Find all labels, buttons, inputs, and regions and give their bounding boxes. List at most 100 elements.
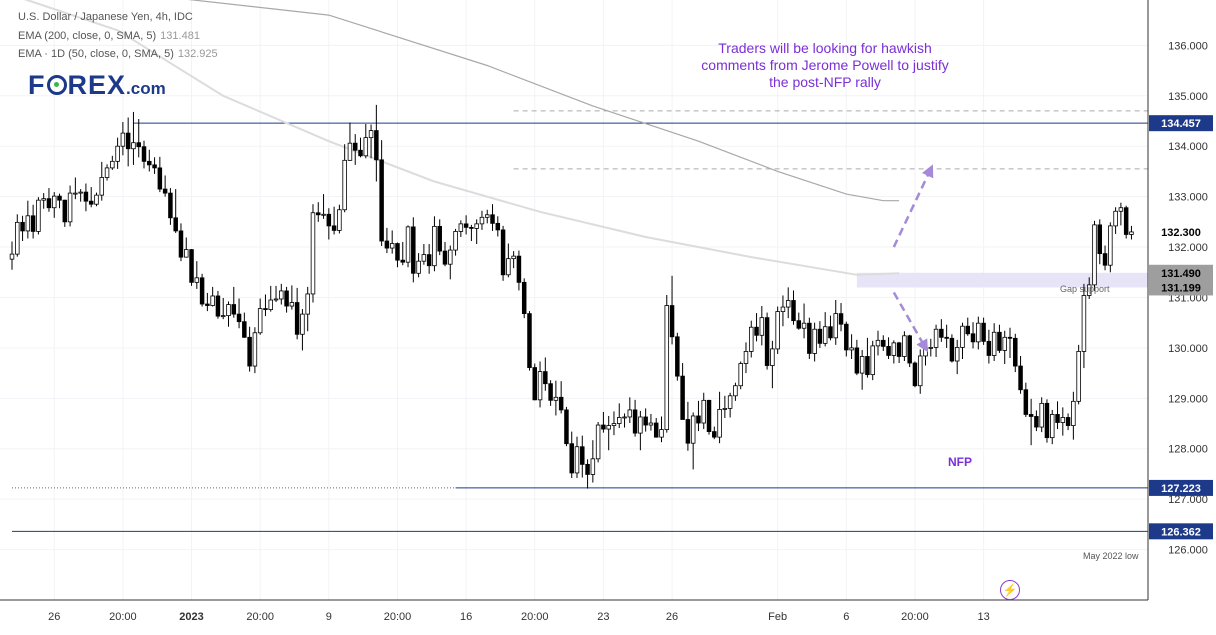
candle [907, 334, 912, 368]
candle-body [1118, 207, 1124, 212]
candle-body [617, 417, 622, 424]
candle [247, 326, 252, 372]
candle [1076, 344, 1081, 405]
candle-body [1007, 336, 1013, 339]
time-tick-label: 2023 [179, 611, 203, 623]
candle [590, 440, 596, 483]
candle-body [981, 322, 986, 342]
candle-body [738, 363, 743, 387]
candle [25, 200, 31, 239]
candle [770, 340, 775, 389]
candle [426, 244, 432, 274]
time-tick-label: 9 [326, 611, 332, 623]
candle [574, 436, 580, 478]
candle [448, 245, 453, 280]
candle [653, 417, 659, 438]
candle-body [537, 371, 543, 401]
candle-body [812, 328, 817, 354]
candle-body [273, 298, 279, 301]
candle-body [986, 340, 992, 356]
candle-body [1123, 207, 1129, 235]
candle [300, 309, 305, 351]
symbol-title: U.S. Dollar / Japanese Yen, 4h, IDC [18, 11, 193, 23]
candle-body [511, 255, 516, 260]
candle [854, 339, 860, 376]
candle-body [727, 395, 733, 409]
price-label-text: 131.199 [1161, 282, 1201, 294]
candle-body [236, 313, 242, 323]
candle [875, 330, 881, 356]
time-tick-label: 26 [48, 611, 60, 623]
candle [659, 416, 664, 443]
candle-body [622, 416, 627, 419]
candle-body [722, 408, 728, 410]
candle-body [796, 320, 802, 329]
candle [342, 144, 347, 213]
price-tick-label: 130.000 [1168, 343, 1208, 355]
candle [1028, 398, 1034, 446]
candle [543, 357, 548, 391]
candle-body [854, 347, 860, 374]
candle-body [453, 231, 458, 251]
candle [131, 111, 136, 165]
candle [1081, 283, 1087, 369]
candle-body [220, 315, 226, 318]
candle [125, 117, 131, 167]
candle-body [965, 325, 971, 335]
candle-body [83, 191, 89, 202]
candle [722, 395, 728, 418]
candle-body [469, 226, 474, 229]
price-tick-label: 135.000 [1168, 91, 1208, 103]
candle-body [817, 328, 823, 344]
candle [331, 206, 337, 235]
candle-body [9, 253, 15, 260]
candle-body [168, 192, 173, 219]
price-label-box [1149, 115, 1213, 132]
candle-body [1002, 336, 1007, 351]
candle-body [331, 225, 337, 231]
candle [236, 298, 242, 329]
price-tick-label: 127.000 [1168, 494, 1208, 506]
candle [949, 334, 955, 363]
projection-arrow [892, 291, 928, 353]
ema50-label: EMA · 1D (50, close, 0, SMA, 5) [18, 48, 174, 60]
candle [152, 157, 157, 174]
candle-body [664, 305, 670, 430]
candle [759, 306, 765, 346]
candle-body [902, 335, 907, 357]
candle [696, 400, 701, 432]
candle-body [416, 260, 421, 274]
candle-body [147, 160, 152, 166]
candle-body [574, 446, 580, 474]
candle [36, 197, 41, 235]
candle [374, 104, 379, 182]
candle [849, 334, 854, 359]
candle [411, 217, 416, 283]
lightning-icon[interactable]: ⚡ [1000, 580, 1020, 600]
candle-body [1081, 295, 1087, 352]
price-label-text: 134.457 [1161, 118, 1201, 130]
time-tick-label: 20:00 [246, 611, 274, 623]
candle-body [886, 345, 891, 356]
candle [738, 361, 743, 390]
candle-body [653, 422, 659, 438]
candle [67, 185, 73, 227]
candle-body [458, 223, 464, 232]
candle-body [46, 198, 52, 209]
candle [838, 303, 844, 332]
candle-body [532, 367, 538, 401]
candle [268, 285, 273, 312]
candle [368, 124, 374, 159]
candle [379, 140, 384, 247]
price-tick-label: 136.000 [1168, 40, 1208, 52]
price-label: 131.199 [1149, 279, 1213, 296]
candle [1071, 391, 1076, 440]
candle [1065, 413, 1071, 431]
candle [273, 285, 279, 303]
candle-body [1023, 389, 1029, 415]
candle-body [875, 339, 881, 347]
candle [595, 422, 601, 463]
candle [833, 300, 838, 345]
